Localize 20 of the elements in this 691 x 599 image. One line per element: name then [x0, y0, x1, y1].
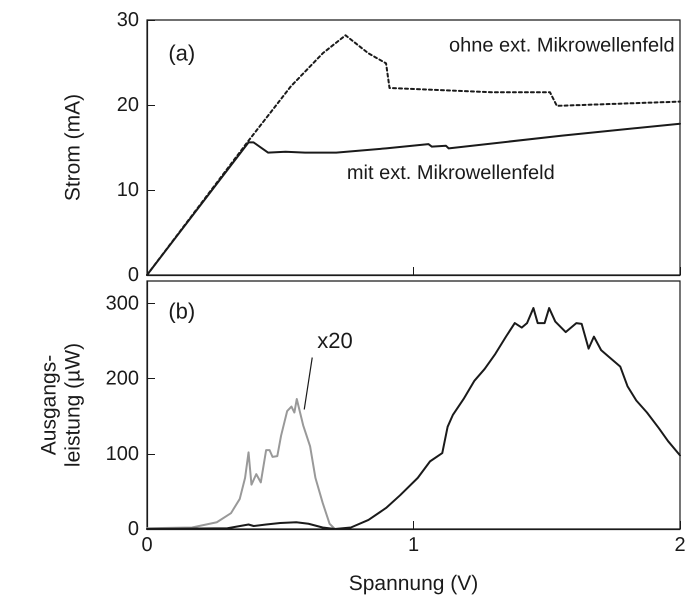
annotation: (b)	[168, 298, 196, 324]
x-tick-label: 0	[141, 534, 153, 556]
x-tick-label: 2	[674, 534, 686, 556]
annotation: (a)	[168, 40, 196, 66]
y-tick-label: 10	[116, 179, 139, 201]
x-tick-label: 1	[408, 534, 420, 556]
y-tick-label: 20	[116, 94, 139, 116]
line-series	[146, 398, 336, 530]
y-tick-label: 100	[106, 442, 139, 465]
y-tick-label: 0	[128, 264, 139, 286]
series-label: mit ext. Mikrowellenfeld	[346, 162, 555, 184]
y-tick-label: 0	[128, 518, 139, 540]
y-tick-label: 300	[106, 292, 139, 315]
y-axis-title: Strom (mA)	[62, 94, 84, 202]
x-axis-title: Spannung (V)	[348, 572, 478, 595]
y-tick-label: 30	[116, 9, 139, 31]
y-tick-label: 200	[106, 368, 139, 390]
series-label: ohne ext. Mikrowellenfeld	[448, 34, 675, 56]
annotation: x20	[317, 328, 353, 354]
y-axis-title: Ausgangs- leistung (µW)	[38, 342, 84, 468]
